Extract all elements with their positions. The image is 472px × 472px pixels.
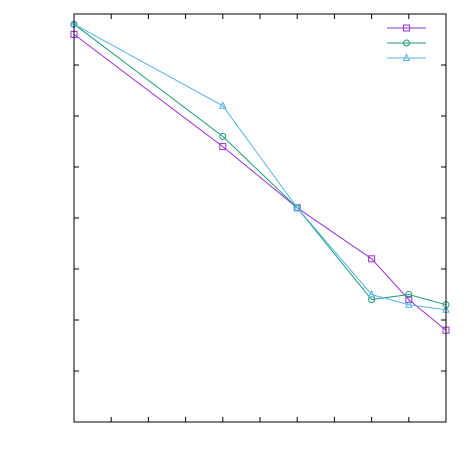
- data-point: [219, 132, 227, 140]
- legend-entry: [387, 39, 426, 47]
- data-point: [404, 300, 413, 308]
- legend: [387, 24, 426, 61]
- series-line: [73, 34, 447, 331]
- data-point: [405, 296, 413, 304]
- data-point: [368, 255, 376, 263]
- axis-ticks: [73, 13, 447, 423]
- legend-entry: [387, 24, 426, 32]
- data-point: [219, 143, 227, 151]
- legend-entry: [387, 53, 426, 61]
- legend-marker: [403, 24, 410, 32]
- series-line: [73, 23, 447, 306]
- data-point: [218, 101, 227, 109]
- data-point: [367, 289, 376, 298]
- plot-series: [70, 19, 450, 334]
- data-point: [293, 203, 302, 211]
- series-circle: [70, 20, 450, 309]
- data-point: [405, 291, 413, 298]
- series-line: [73, 23, 447, 311]
- series-square: [70, 30, 450, 334]
- plot-frame: [73, 13, 447, 423]
- legend-marker: [402, 53, 411, 61]
- legend-marker: [403, 39, 410, 47]
